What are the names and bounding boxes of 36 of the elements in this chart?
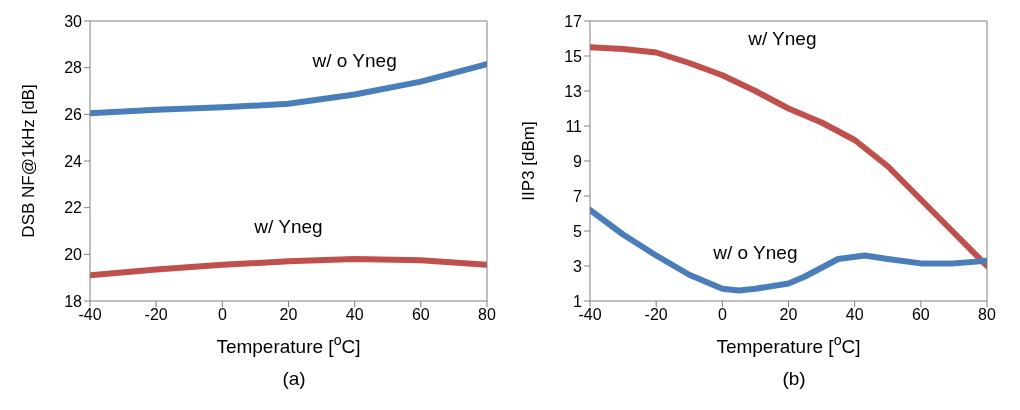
x-axis-title: Temperature [$^{o}$C] — [216, 332, 361, 357]
x-tick-label: -20 — [644, 306, 668, 324]
x-tick-label: 80 — [978, 306, 996, 324]
y-tick-label: 17 — [564, 12, 583, 30]
y-tick-label: 26 — [64, 106, 83, 124]
y-tick-label: 24 — [64, 152, 83, 170]
y-tick-label: 5 — [573, 222, 583, 240]
x-tick-label: 80 — [478, 306, 496, 324]
y-tick-label: 3 — [573, 257, 583, 275]
y-tick-label: 28 — [64, 59, 83, 77]
x-tick-label: 60 — [911, 306, 930, 324]
series-label: w/ Yneg — [253, 216, 323, 238]
y-axis-title: DSB NF@1kHz [dB] — [19, 84, 38, 238]
x-tick-label: 40 — [845, 306, 864, 324]
y-axis-title: IIP3 [dBm] — [519, 121, 538, 201]
text: (b) — [781, 368, 807, 390]
x-axis-title: Temperature [$^{o}$C] — [716, 332, 861, 357]
y-tick-label: 7 — [573, 187, 583, 205]
x-tick-label: 60 — [411, 306, 430, 324]
y-tick-label: 22 — [64, 199, 83, 217]
y-tick-label: 13 — [564, 82, 583, 100]
y-tick-label: 11 — [565, 117, 583, 135]
y-tick-label: 30 — [64, 12, 83, 30]
y-tick-label: 20 — [64, 246, 83, 264]
y-tick-label: 9 — [573, 152, 583, 170]
text: (a) — [281, 368, 307, 390]
x-tick-label: -20 — [144, 306, 168, 324]
x-tick-label: 0 — [717, 306, 727, 324]
y-tick-label: 15 — [564, 47, 583, 65]
x-tick-label: 20 — [279, 306, 298, 324]
x-tick-label: 0 — [217, 306, 227, 324]
x-tick-label: 40 — [345, 306, 364, 324]
x-tick-label: 20 — [779, 306, 798, 324]
series-label: w/ o Yneg — [712, 241, 798, 263]
series-label: w/ o Yneg — [311, 49, 397, 71]
series-label: w/ Yneg — [747, 28, 817, 50]
